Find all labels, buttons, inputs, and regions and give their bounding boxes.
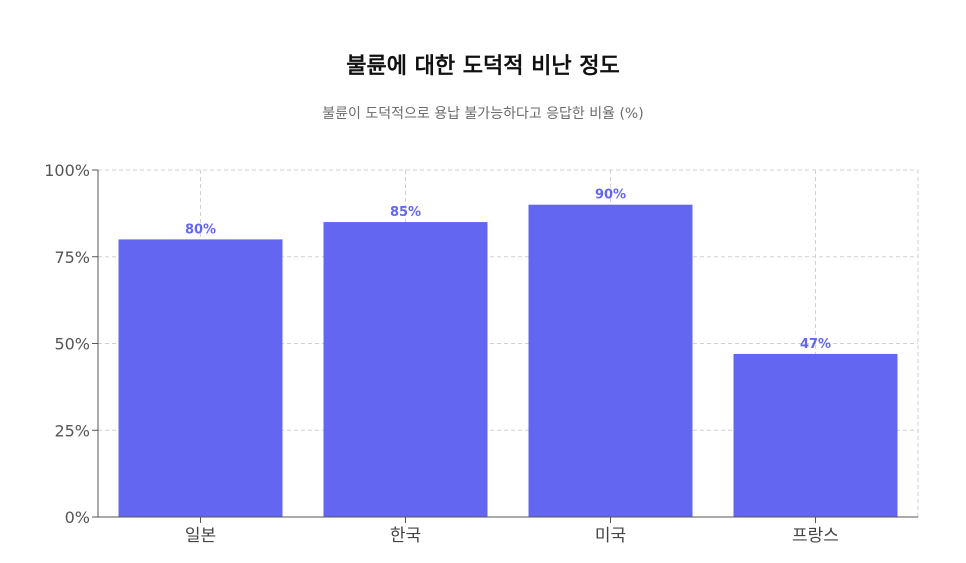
y-tick-label: 25%	[54, 421, 90, 440]
y-tick-label: 75%	[54, 248, 90, 267]
x-tick-label: 한국	[390, 526, 421, 546]
data-label: 85%	[390, 205, 421, 220]
bar	[323, 222, 488, 518]
x-tick-label: 프랑스	[792, 526, 839, 546]
y-tick-label: 100%	[44, 161, 90, 180]
bar	[118, 239, 283, 517]
chart-title: 불륜에 대한 도덕적 비난 정도	[346, 54, 620, 79]
chart-subtitle: 불륜이 도덕적으로 용납 불가능하다고 응답한 비율 (%)	[322, 106, 644, 122]
x-tick-label: 일본	[185, 526, 216, 546]
y-tick-label: 0%	[65, 508, 90, 527]
bar	[733, 353, 898, 517]
x-tick-label: 미국	[595, 526, 626, 546]
y-tick-label: 50%	[54, 335, 90, 354]
data-label: 90%	[595, 188, 626, 203]
bar	[528, 204, 693, 517]
data-label: 47%	[800, 337, 831, 352]
data-label: 80%	[185, 222, 216, 237]
